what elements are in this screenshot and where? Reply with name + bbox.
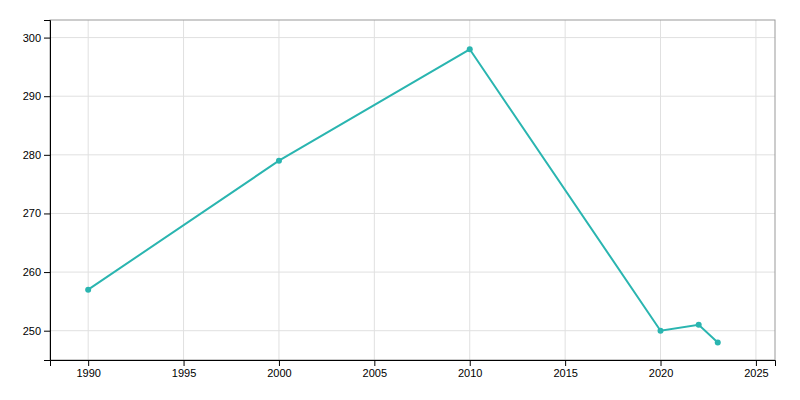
- y-axis: 250 260 270 280 290 300: [23, 21, 51, 361]
- tick: 2000: [267, 360, 291, 379]
- tick: 260: [23, 266, 50, 278]
- tick-mark: [44, 38, 50, 39]
- grid-line: [278, 20, 279, 360]
- tick-mark: [470, 360, 471, 366]
- tick-mark: [374, 360, 375, 366]
- series: [85, 46, 721, 345]
- tick-mark: [756, 360, 757, 366]
- plot: 1990 1995 2000 2005 2010 2015 2020 2025 250 260 27…: [23, 20, 776, 379]
- tick-mark: [44, 213, 50, 214]
- grid-line: [50, 37, 775, 38]
- tick-label: 250: [23, 325, 41, 337]
- tick-mark: [44, 155, 50, 156]
- tick: 2005: [363, 360, 387, 379]
- tick: 1995: [172, 360, 196, 379]
- x-axis: 1990 1995 2000 2005 2010 2015 2020 2025: [51, 360, 776, 379]
- tick-label: 280: [23, 149, 41, 161]
- tick-mark: [44, 272, 50, 273]
- grid-line: [88, 20, 89, 360]
- tick-mark: [44, 331, 50, 332]
- tick-label: 1990: [76, 367, 100, 379]
- tick: 290: [23, 90, 50, 102]
- point: [276, 158, 282, 164]
- tick: 250: [23, 325, 50, 337]
- plot-frame: [50, 20, 775, 360]
- tick-label: 2005: [363, 367, 387, 379]
- tick: 2020: [649, 360, 673, 379]
- chart: 1990 1995 2000 2005 2010 2015 2020 2025 250 260 27…: [0, 0, 800, 400]
- tick: 2025: [744, 360, 768, 379]
- tick-label: 2010: [458, 367, 482, 379]
- tick: 270: [23, 207, 50, 219]
- tick-mark: [279, 360, 280, 366]
- point: [696, 322, 702, 328]
- tick: 300: [23, 32, 50, 44]
- tick-mark: [184, 360, 185, 366]
- grid-line: [50, 154, 775, 155]
- point: [467, 46, 473, 52]
- axis-line: [51, 361, 776, 367]
- grid-line: [50, 272, 775, 273]
- tick-label: 2025: [744, 367, 768, 379]
- grid-line: [50, 213, 775, 214]
- tick-mark: [661, 360, 662, 366]
- point: [715, 339, 721, 345]
- axis-line: [44, 21, 51, 361]
- tick-label: 2020: [649, 367, 673, 379]
- tick: 1990: [76, 360, 100, 379]
- grid-line: [755, 20, 756, 360]
- line: [88, 49, 718, 342]
- tick-label: 290: [23, 90, 41, 102]
- point: [85, 287, 91, 293]
- tick-label: 2000: [267, 367, 291, 379]
- grid-line: [50, 96, 775, 97]
- tick: 280: [23, 149, 50, 161]
- grid-line: [183, 20, 184, 360]
- tick-label: 1995: [172, 367, 196, 379]
- point: [658, 328, 664, 334]
- tick: 2015: [553, 360, 577, 379]
- tick-mark: [88, 360, 89, 366]
- tick: 2010: [458, 360, 482, 379]
- tick-mark: [565, 360, 566, 366]
- grid-line: [374, 20, 375, 360]
- grid: [50, 20, 775, 360]
- tick-label: 300: [23, 32, 41, 44]
- grid-line: [660, 20, 661, 360]
- tick-label: 270: [23, 207, 41, 219]
- tick-label: 2015: [553, 367, 577, 379]
- tick-label: 260: [23, 266, 41, 278]
- tick-mark: [44, 96, 50, 97]
- grid-line: [469, 20, 470, 360]
